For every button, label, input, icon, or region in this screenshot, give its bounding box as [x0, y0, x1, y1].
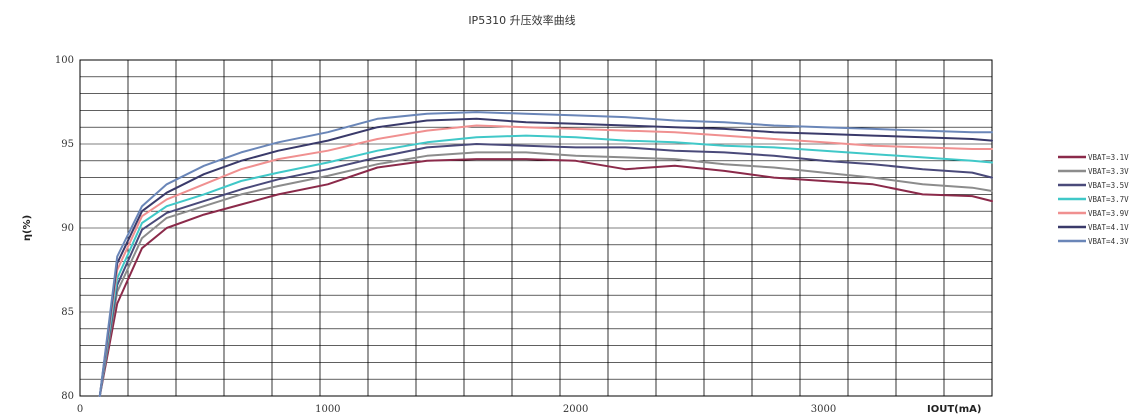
legend-label: VBAT=4.3V — [1088, 237, 1129, 246]
series-line — [98, 111, 993, 397]
gridlines — [80, 60, 992, 396]
series-line — [98, 158, 993, 397]
series-line — [98, 117, 993, 397]
y-tick-label: 100 — [55, 55, 74, 66]
chart-title: IP5310 升压效率曲线 — [468, 13, 575, 27]
x-axis-title: IOUT(mA) — [927, 404, 981, 415]
legend-label: VBAT=3.5V — [1088, 181, 1129, 190]
y-tick-label: 95 — [61, 139, 74, 150]
x-tick-label: 3000 — [811, 404, 836, 415]
series-lines — [98, 111, 993, 397]
series-line — [98, 124, 993, 397]
x-tick-label: 0 — [77, 404, 83, 415]
y-tick-label: 80 — [61, 391, 74, 402]
legend-label: VBAT=3.9V — [1088, 209, 1129, 218]
y-axis-title: η(%) — [22, 215, 33, 241]
x-tick-label: 1000 — [315, 404, 340, 415]
x-tick-label: 2000 — [563, 404, 588, 415]
series-line — [98, 143, 993, 397]
series-line — [98, 134, 993, 397]
legend-label: VBAT=4.1V — [1088, 223, 1129, 232]
legend: VBAT=3.1V VBAT=3.3V VBAT=3.5V VBAT=3.7V VBAT… — [1058, 153, 1129, 246]
legend-label: VBAT=3.7V — [1088, 195, 1129, 204]
legend-label: VBAT=3.3V — [1088, 167, 1129, 176]
y-tick-label: 90 — [61, 223, 74, 234]
y-tick-label: 85 — [61, 307, 74, 318]
legend-label: VBAT=3.1V — [1088, 153, 1129, 162]
series-line — [98, 151, 993, 397]
